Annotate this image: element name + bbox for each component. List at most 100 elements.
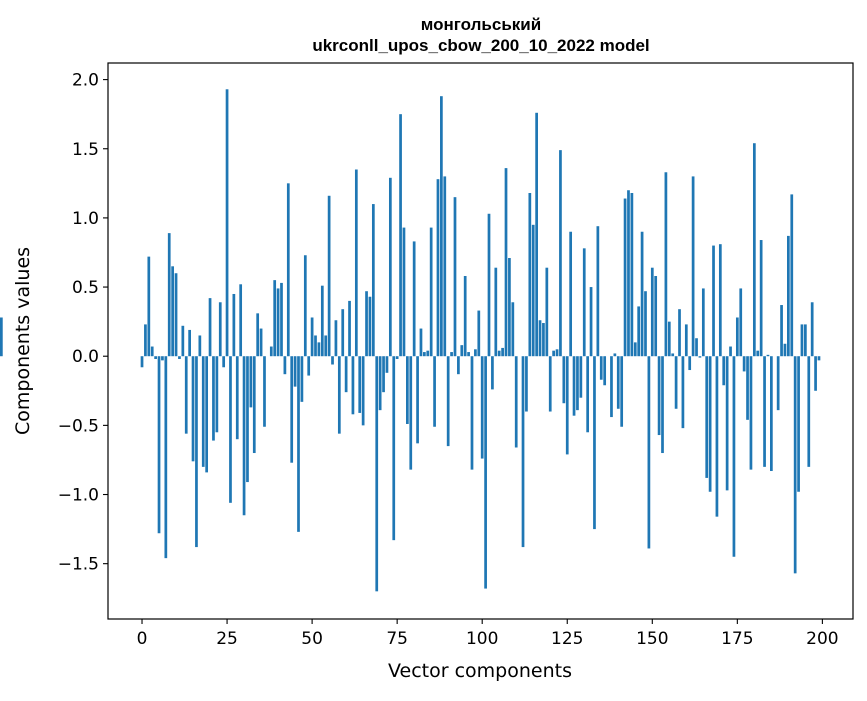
bar-167 [708, 356, 712, 492]
bar-78 [406, 356, 409, 424]
bar-55 [327, 195, 331, 357]
bar-60 [344, 356, 348, 393]
bar-82 [419, 328, 423, 357]
bar-70 [378, 356, 382, 411]
bar-77 [402, 227, 406, 357]
bar-48 [303, 255, 307, 357]
bar-4 [154, 356, 157, 359]
bars-group [0, 89, 821, 592]
bar-157 [674, 356, 678, 409]
bar-0 [140, 356, 144, 368]
bar-10 [174, 273, 178, 357]
bar-26 [229, 356, 232, 503]
bar-34 [256, 313, 260, 357]
bar-42 [283, 356, 287, 375]
bar-54 [324, 335, 328, 357]
bar-22 [215, 356, 219, 433]
bar-141 [620, 356, 624, 427]
bar-103 [491, 356, 494, 390]
bar-143 [627, 190, 630, 357]
plot-area-frame [107, 62, 854, 620]
bar-101 [484, 356, 487, 589]
bar-69 [375, 356, 379, 592]
bar-189 [783, 343, 787, 357]
bar-27 [232, 293, 236, 357]
bar-97 [470, 356, 474, 470]
bar-199 [817, 356, 821, 361]
bar-163 [695, 338, 698, 357]
bar-161 [688, 356, 692, 371]
bar-154 [664, 172, 668, 357]
bar-20 [208, 298, 212, 357]
y-tick-label: 1.0 [72, 209, 99, 229]
bar-23 [218, 302, 222, 357]
bar-146 [637, 306, 641, 357]
bar-51 [314, 335, 317, 357]
bar-80 [412, 241, 416, 357]
bar-100 [480, 356, 484, 459]
bar-184 [766, 354, 770, 357]
bar-107 [504, 168, 508, 357]
bar-63 [354, 169, 358, 357]
bar-5 [157, 356, 161, 534]
bar-61 [348, 300, 351, 357]
bar-112 [521, 356, 525, 548]
x-tick-label: 75 [386, 629, 408, 649]
bar-113 [525, 356, 528, 412]
bar-2 [147, 256, 151, 357]
bar-118 [542, 323, 545, 357]
bar-29 [239, 284, 243, 357]
bar-undefined [0, 317, 3, 357]
bar-7 [164, 356, 168, 559]
bar-24 [222, 356, 226, 368]
bar-47 [300, 356, 304, 402]
bar-46 [297, 356, 300, 532]
bar-104 [494, 267, 498, 357]
bar-187 [776, 356, 780, 411]
y-tick-label: −0.5 [58, 416, 99, 436]
bar-41 [280, 282, 283, 357]
bar-115 [531, 224, 535, 357]
bar-153 [661, 356, 664, 454]
bar-156 [671, 353, 675, 357]
bar-165 [701, 288, 705, 357]
bar-155 [667, 321, 671, 357]
bar-194 [800, 324, 804, 357]
bar-64 [358, 356, 362, 413]
bar-11 [178, 356, 181, 359]
bar-62 [351, 356, 355, 415]
bar-180 [752, 143, 756, 357]
bar-72 [385, 356, 389, 373]
y-axis-ticks: −1.5 −1.0 −0.5 0.0 0.5 1.0 1.5 2.0 [58, 71, 108, 575]
bar-131 [586, 356, 590, 433]
x-tick-label: 50 [301, 629, 323, 649]
bar-31 [246, 356, 249, 483]
bar-96 [467, 352, 470, 357]
bar-67 [368, 296, 372, 357]
bar-14 [188, 329, 191, 357]
bar-40 [276, 288, 280, 357]
bar-142 [623, 198, 627, 357]
bar-145 [633, 342, 637, 357]
bar-93 [457, 356, 460, 375]
bar-95 [463, 276, 467, 357]
bar-25 [225, 89, 229, 357]
bar-45 [293, 356, 297, 387]
x-tick-label: 25 [216, 629, 238, 649]
bar-147 [640, 231, 644, 357]
bar-1 [144, 324, 147, 357]
bar-33 [252, 356, 256, 454]
bar-125 [565, 356, 569, 455]
bar-173 [729, 346, 732, 357]
bar-132 [589, 287, 593, 357]
bar-198 [814, 356, 817, 391]
bar-39 [273, 280, 277, 357]
bar-49 [307, 356, 311, 376]
x-axis-ticks: 0 25 50 75 100 125 150 175 200 [137, 619, 839, 649]
bar-178 [746, 356, 749, 420]
bar-135 [599, 356, 603, 380]
x-tick-label: 0 [137, 629, 148, 649]
bar-183 [763, 356, 766, 467]
bar-108 [508, 258, 511, 357]
